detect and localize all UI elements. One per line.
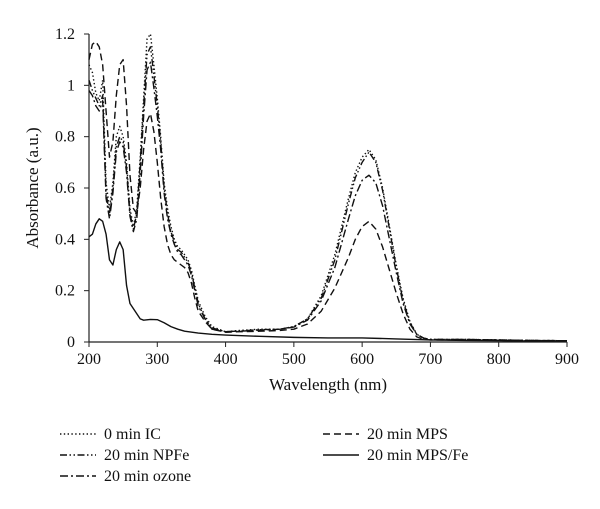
x-tick-label: 800 (487, 351, 511, 368)
legend-item: 0 min IC (60, 426, 161, 443)
y-tick-label: 0.6 (55, 180, 75, 197)
y-tick-label: 0.2 (55, 283, 75, 300)
legend-item: 20 min NPFe (60, 447, 189, 464)
series-layer (88, 33, 568, 342)
y-tick-label: 0 (67, 334, 75, 351)
axes-layer (88, 34, 567, 343)
x-axis-title: Wavelength (nm) (269, 375, 387, 394)
x-tick-label: 500 (282, 351, 306, 368)
x-tick-label: 900 (555, 351, 579, 368)
y-axis-title: Absorbance (a.u.) (23, 127, 42, 248)
y-tick-label: 0.8 (55, 129, 75, 146)
y-tick-label: 1 (67, 77, 75, 94)
legend-label: 20 min MPS/Fe (367, 447, 468, 464)
y-tick-label: 0.4 (55, 231, 75, 248)
ticks-layer: 200 300 400 500 600 700 800 900 0 0.2 0.4 0.6 0.8 1 1.… (55, 26, 579, 368)
x-tick-label: 700 (418, 351, 442, 368)
legend-label: 0 min IC (104, 426, 161, 443)
series-line-2 (88, 46, 568, 342)
series-line-5 (88, 218, 567, 342)
x-tick-label: 400 (214, 351, 238, 368)
legend-label: 20 min NPFe (104, 447, 189, 464)
legend-item: 20 min ozone (60, 468, 191, 485)
legend-item: 20 min MPS/Fe (323, 447, 468, 464)
series-line-3 (88, 61, 568, 342)
x-tick-label: 300 (145, 351, 169, 368)
legend-label: 20 min ozone (104, 468, 191, 485)
x-tick-label: 200 (77, 351, 101, 368)
axis-labels-layer: Wavelength (nm) Absorbance (a.u.) (23, 127, 387, 394)
legend-item: 20 min MPS (323, 426, 448, 443)
y-tick-label: 1.2 (55, 26, 75, 43)
series-line-1 (88, 33, 568, 342)
series-line-4 (88, 41, 568, 342)
x-tick-label: 600 (350, 351, 374, 368)
legend: 0 min IC 20 min NPFe 20 min ozone 20 min MP… (60, 426, 468, 485)
legend-label: 20 min MPS (367, 426, 448, 443)
